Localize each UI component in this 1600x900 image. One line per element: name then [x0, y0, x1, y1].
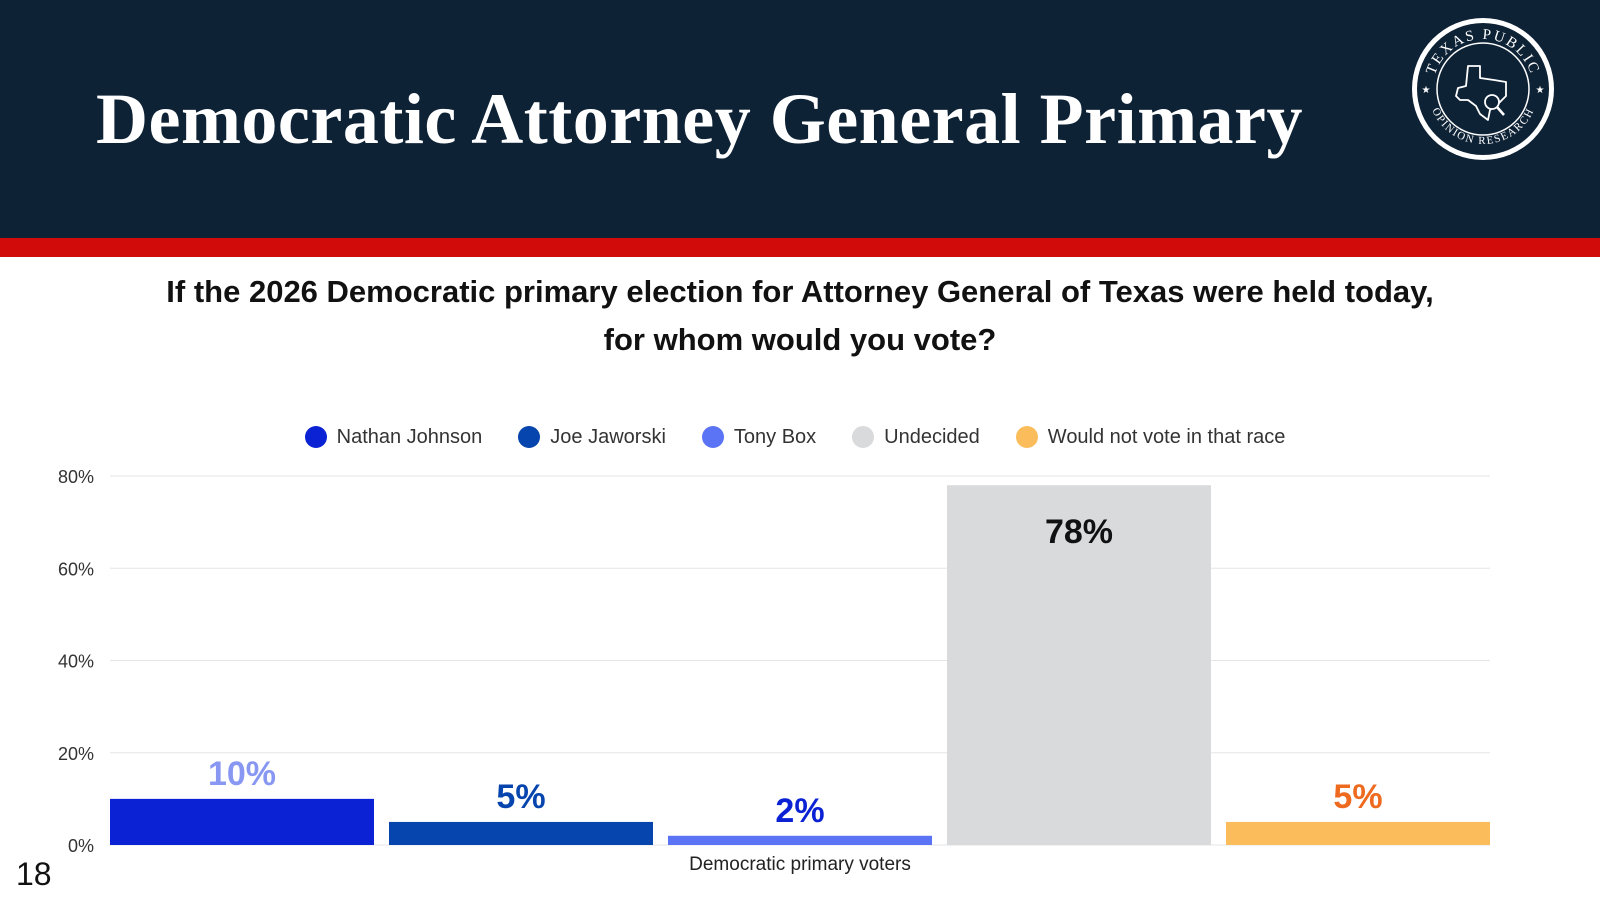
- data-label: 5%: [496, 778, 545, 816]
- texas-magnifier-icon: [1455, 65, 1507, 121]
- legend-item-tony-box: Tony Box: [701, 425, 817, 449]
- star-icon: ★: [1536, 85, 1545, 96]
- data-label: 5%: [1333, 778, 1382, 816]
- data-label: 10%: [208, 755, 276, 793]
- legend-label: Joe Jaworski: [550, 425, 666, 448]
- legend-dot-icon: [518, 426, 541, 448]
- red-accent-band: [0, 238, 1600, 257]
- legend-label: Undecided: [884, 425, 980, 448]
- legend-item-joe-jaworski: Joe Jaworski: [518, 426, 666, 449]
- data-label: 78%: [1045, 513, 1113, 551]
- legend-label: Would not vote in that race: [1047, 425, 1286, 448]
- legend-label: Tony Box: [733, 425, 817, 448]
- legend-item-nathan-johnson: Nathan Johnson: [304, 425, 483, 449]
- legend-dot-icon: [304, 426, 327, 448]
- legend-label: Nathan Johnson: [336, 425, 483, 448]
- bar-chart: 0% 20% 40% 60% 80% 10% 5% 2% 78% 5% Democratic pri…: [58, 467, 1490, 875]
- x-axis-label: Democratic primary voters: [689, 854, 911, 875]
- y-tick-label: 80%: [58, 467, 94, 487]
- data-label: 2%: [775, 792, 824, 830]
- legend-item-undecided: Undecided: [852, 426, 980, 449]
- chart-legend: Nathan Johnson Joe Jaworski Tony Box Und…: [0, 422, 1600, 452]
- legend-item-would-not-vote: Would not vote in that race: [1015, 425, 1286, 449]
- page-number: 18: [16, 856, 52, 892]
- legend-dot-icon: [701, 426, 724, 448]
- star-icon: ★: [1422, 85, 1431, 96]
- legend-dot-icon: [1015, 426, 1038, 448]
- page-title: Democratic Attorney General Primary: [96, 79, 1304, 159]
- header-banner: Democratic Attorney General Primary TEXA…: [0, 0, 1600, 238]
- y-tick-label: 0%: [68, 836, 94, 856]
- bar: [389, 821, 653, 845]
- y-tick-label: 40%: [58, 652, 94, 672]
- bar: [1226, 821, 1490, 845]
- bar: [668, 835, 932, 845]
- survey-question: If the 2026 Democratic primary election …: [166, 274, 1434, 357]
- y-tick-label: 60%: [58, 559, 94, 579]
- bar: [110, 798, 374, 845]
- texas-public-opinion-research-logo: TEXAS PUBLIC OPINION RESEARCH ★ ★: [1412, 18, 1554, 160]
- legend-dot-icon: [852, 426, 875, 448]
- y-tick-label: 20%: [58, 744, 94, 764]
- bar: [947, 485, 1211, 845]
